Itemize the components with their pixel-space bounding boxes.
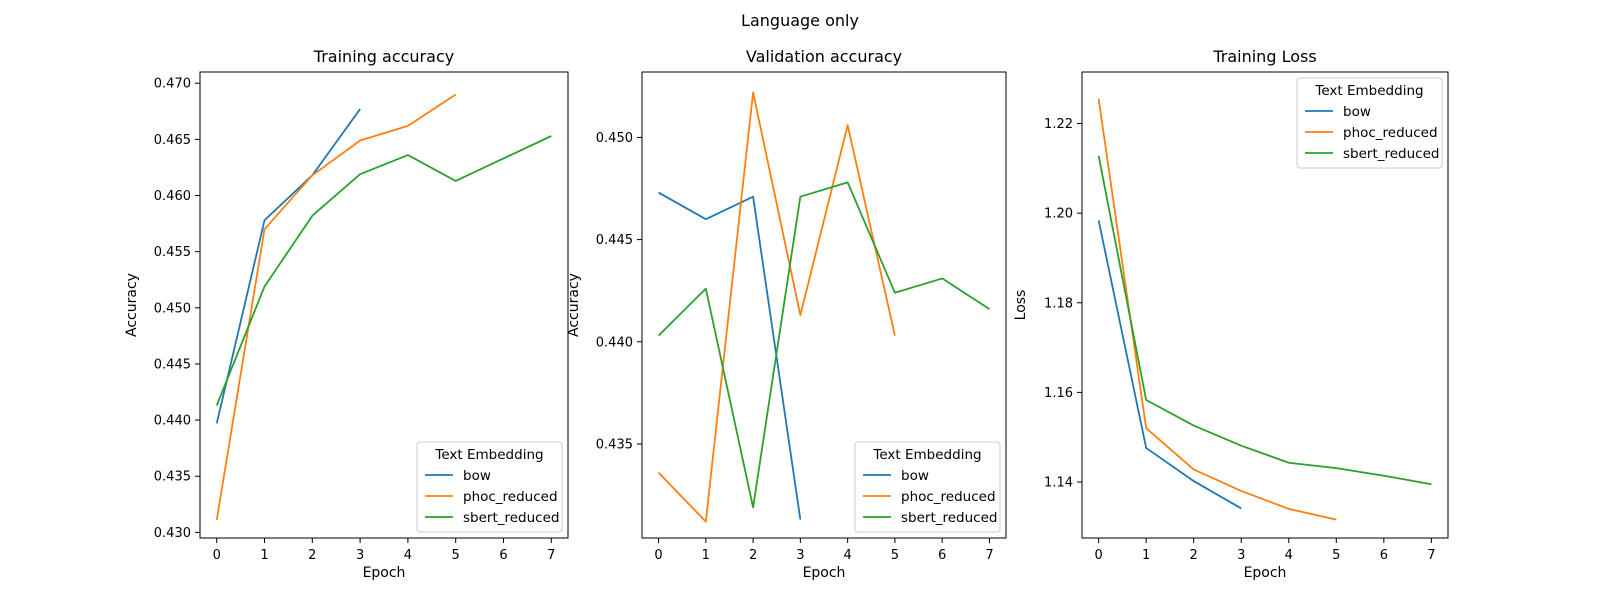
x-tick-label: 1 <box>260 548 268 563</box>
x-tick-label: 2 <box>308 548 316 563</box>
subplot-title: Training Loss <box>1212 47 1316 66</box>
legend-label: bow <box>1343 104 1371 120</box>
legend-label: sbert_reduced <box>1343 146 1439 162</box>
y-tick-label: 0.460 <box>154 189 191 204</box>
y-tick-label: 0.440 <box>154 414 191 429</box>
subplot-title: Training accuracy <box>313 47 454 66</box>
figure-suptitle: Language only <box>741 11 859 30</box>
y-tick-label: 0.435 <box>596 437 633 452</box>
x-tick-label: 7 <box>1427 548 1435 563</box>
y-axis-label: Accuracy <box>566 273 582 337</box>
x-axis-label: Epoch <box>803 565 846 581</box>
subplot-1: Training accuracy 0 1 2 3 4 5 6 7 0.430 0.435 0.440… <box>124 47 569 581</box>
legend-title: Text Embedding <box>872 447 981 463</box>
y-tick-label: 0.445 <box>596 233 633 248</box>
legend-box <box>854 441 1001 533</box>
subplot-3: Training Loss 0 1 2 3 4 5 6 7 1.14 1.16 1.18 1.20 1.2… <box>1013 47 1449 581</box>
legend-box <box>1296 77 1443 169</box>
axes-frame <box>641 71 1007 539</box>
legend-title: Text Embedding <box>434 447 543 463</box>
legend-label: bow <box>901 468 929 484</box>
legend-box <box>416 441 563 533</box>
series-line-bow <box>658 191 802 520</box>
x-tick-label: 6 <box>499 548 507 563</box>
series-line-phoc-reduced <box>215 93 457 521</box>
series-line-bow <box>215 108 361 424</box>
legend: Text Embedding bow phoc_reduced sbert_reduc… <box>854 441 1001 533</box>
x-tick-label: 4 <box>1285 548 1293 563</box>
x-tick-label: 0 <box>1094 548 1102 563</box>
y-tick-label: 0.450 <box>154 301 191 316</box>
x-tick-label: 2 <box>1190 548 1198 563</box>
x-tick-label: 0 <box>213 548 221 563</box>
legend: Text Embedding bow phoc_reduced sbert_reduc… <box>1296 77 1443 169</box>
x-tick-label: 1 <box>702 548 710 563</box>
y-tick-label: 0.445 <box>154 357 191 372</box>
x-tick-label: 1 <box>1142 548 1150 563</box>
y-axis-label: Loss <box>1013 290 1029 321</box>
series-line-phoc-reduced <box>657 91 896 523</box>
y-tick-label: 1.22 <box>1044 117 1073 132</box>
x-tick-label: 7 <box>985 548 993 563</box>
y-tick-label: 0.430 <box>154 526 191 541</box>
y-tick-label: 0.465 <box>154 133 191 148</box>
series-line-sbert-reduced <box>1097 155 1432 486</box>
x-tick-label: 5 <box>1332 548 1340 563</box>
legend-label: phoc_reduced <box>901 489 996 505</box>
x-tick-label: 2 <box>749 548 757 563</box>
y-tick-label: 1.14 <box>1044 475 1073 490</box>
x-tick-label: 6 <box>938 548 946 563</box>
x-tick-label: 0 <box>654 548 662 563</box>
subplot-title: Validation accuracy <box>746 47 902 66</box>
y-tick-label: 0.440 <box>596 335 633 350</box>
y-tick-label: 0.455 <box>154 245 191 260</box>
legend-title: Text Embedding <box>1314 83 1423 99</box>
x-tick-label: 5 <box>452 548 460 563</box>
y-tick-label: 1.16 <box>1044 386 1073 401</box>
legend-label: phoc_reduced <box>1343 125 1438 141</box>
y-axis-label: Accuracy <box>124 273 140 337</box>
series-line-phoc-reduced <box>1097 98 1337 521</box>
y-tick-label: 1.20 <box>1044 207 1073 222</box>
legend-label: bow <box>463 468 491 484</box>
legend-label: phoc_reduced <box>463 489 558 505</box>
y-tick-label: 0.450 <box>596 131 633 146</box>
x-tick-label: 4 <box>843 548 851 563</box>
y-tick-label: 0.435 <box>154 470 191 485</box>
subplot-2: Validation accuracy 0 1 2 3 4 5 6 7 0.435 0.440 0.4… <box>566 47 1007 581</box>
axes-frame <box>199 71 569 539</box>
x-tick-label: 3 <box>796 548 804 563</box>
x-axis-label: Epoch <box>363 565 406 581</box>
x-tick-label: 6 <box>1380 548 1388 563</box>
y-tick-label: 0.470 <box>154 77 191 92</box>
axes-frame <box>1081 71 1449 539</box>
legend-label: sbert_reduced <box>463 510 559 526</box>
y-tick-label: 1.18 <box>1044 296 1073 311</box>
series-line-sbert-reduced <box>215 135 552 406</box>
series-line-sbert-reduced <box>657 181 990 509</box>
legend: Text Embedding bow phoc_reduced sbert_reduc… <box>416 441 563 533</box>
series-line-bow <box>1097 220 1242 510</box>
x-tick-label: 3 <box>1237 548 1245 563</box>
x-axis-label: Epoch <box>1244 565 1287 581</box>
x-tick-label: 4 <box>404 548 412 563</box>
x-tick-label: 3 <box>356 548 364 563</box>
subplots: Training accuracy 0 1 2 3 4 5 6 7 0.430 0.435 0.440… <box>124 47 1449 581</box>
x-tick-label: 7 <box>547 548 555 563</box>
x-tick-label: 5 <box>891 548 899 563</box>
legend-label: sbert_reduced <box>901 510 997 526</box>
